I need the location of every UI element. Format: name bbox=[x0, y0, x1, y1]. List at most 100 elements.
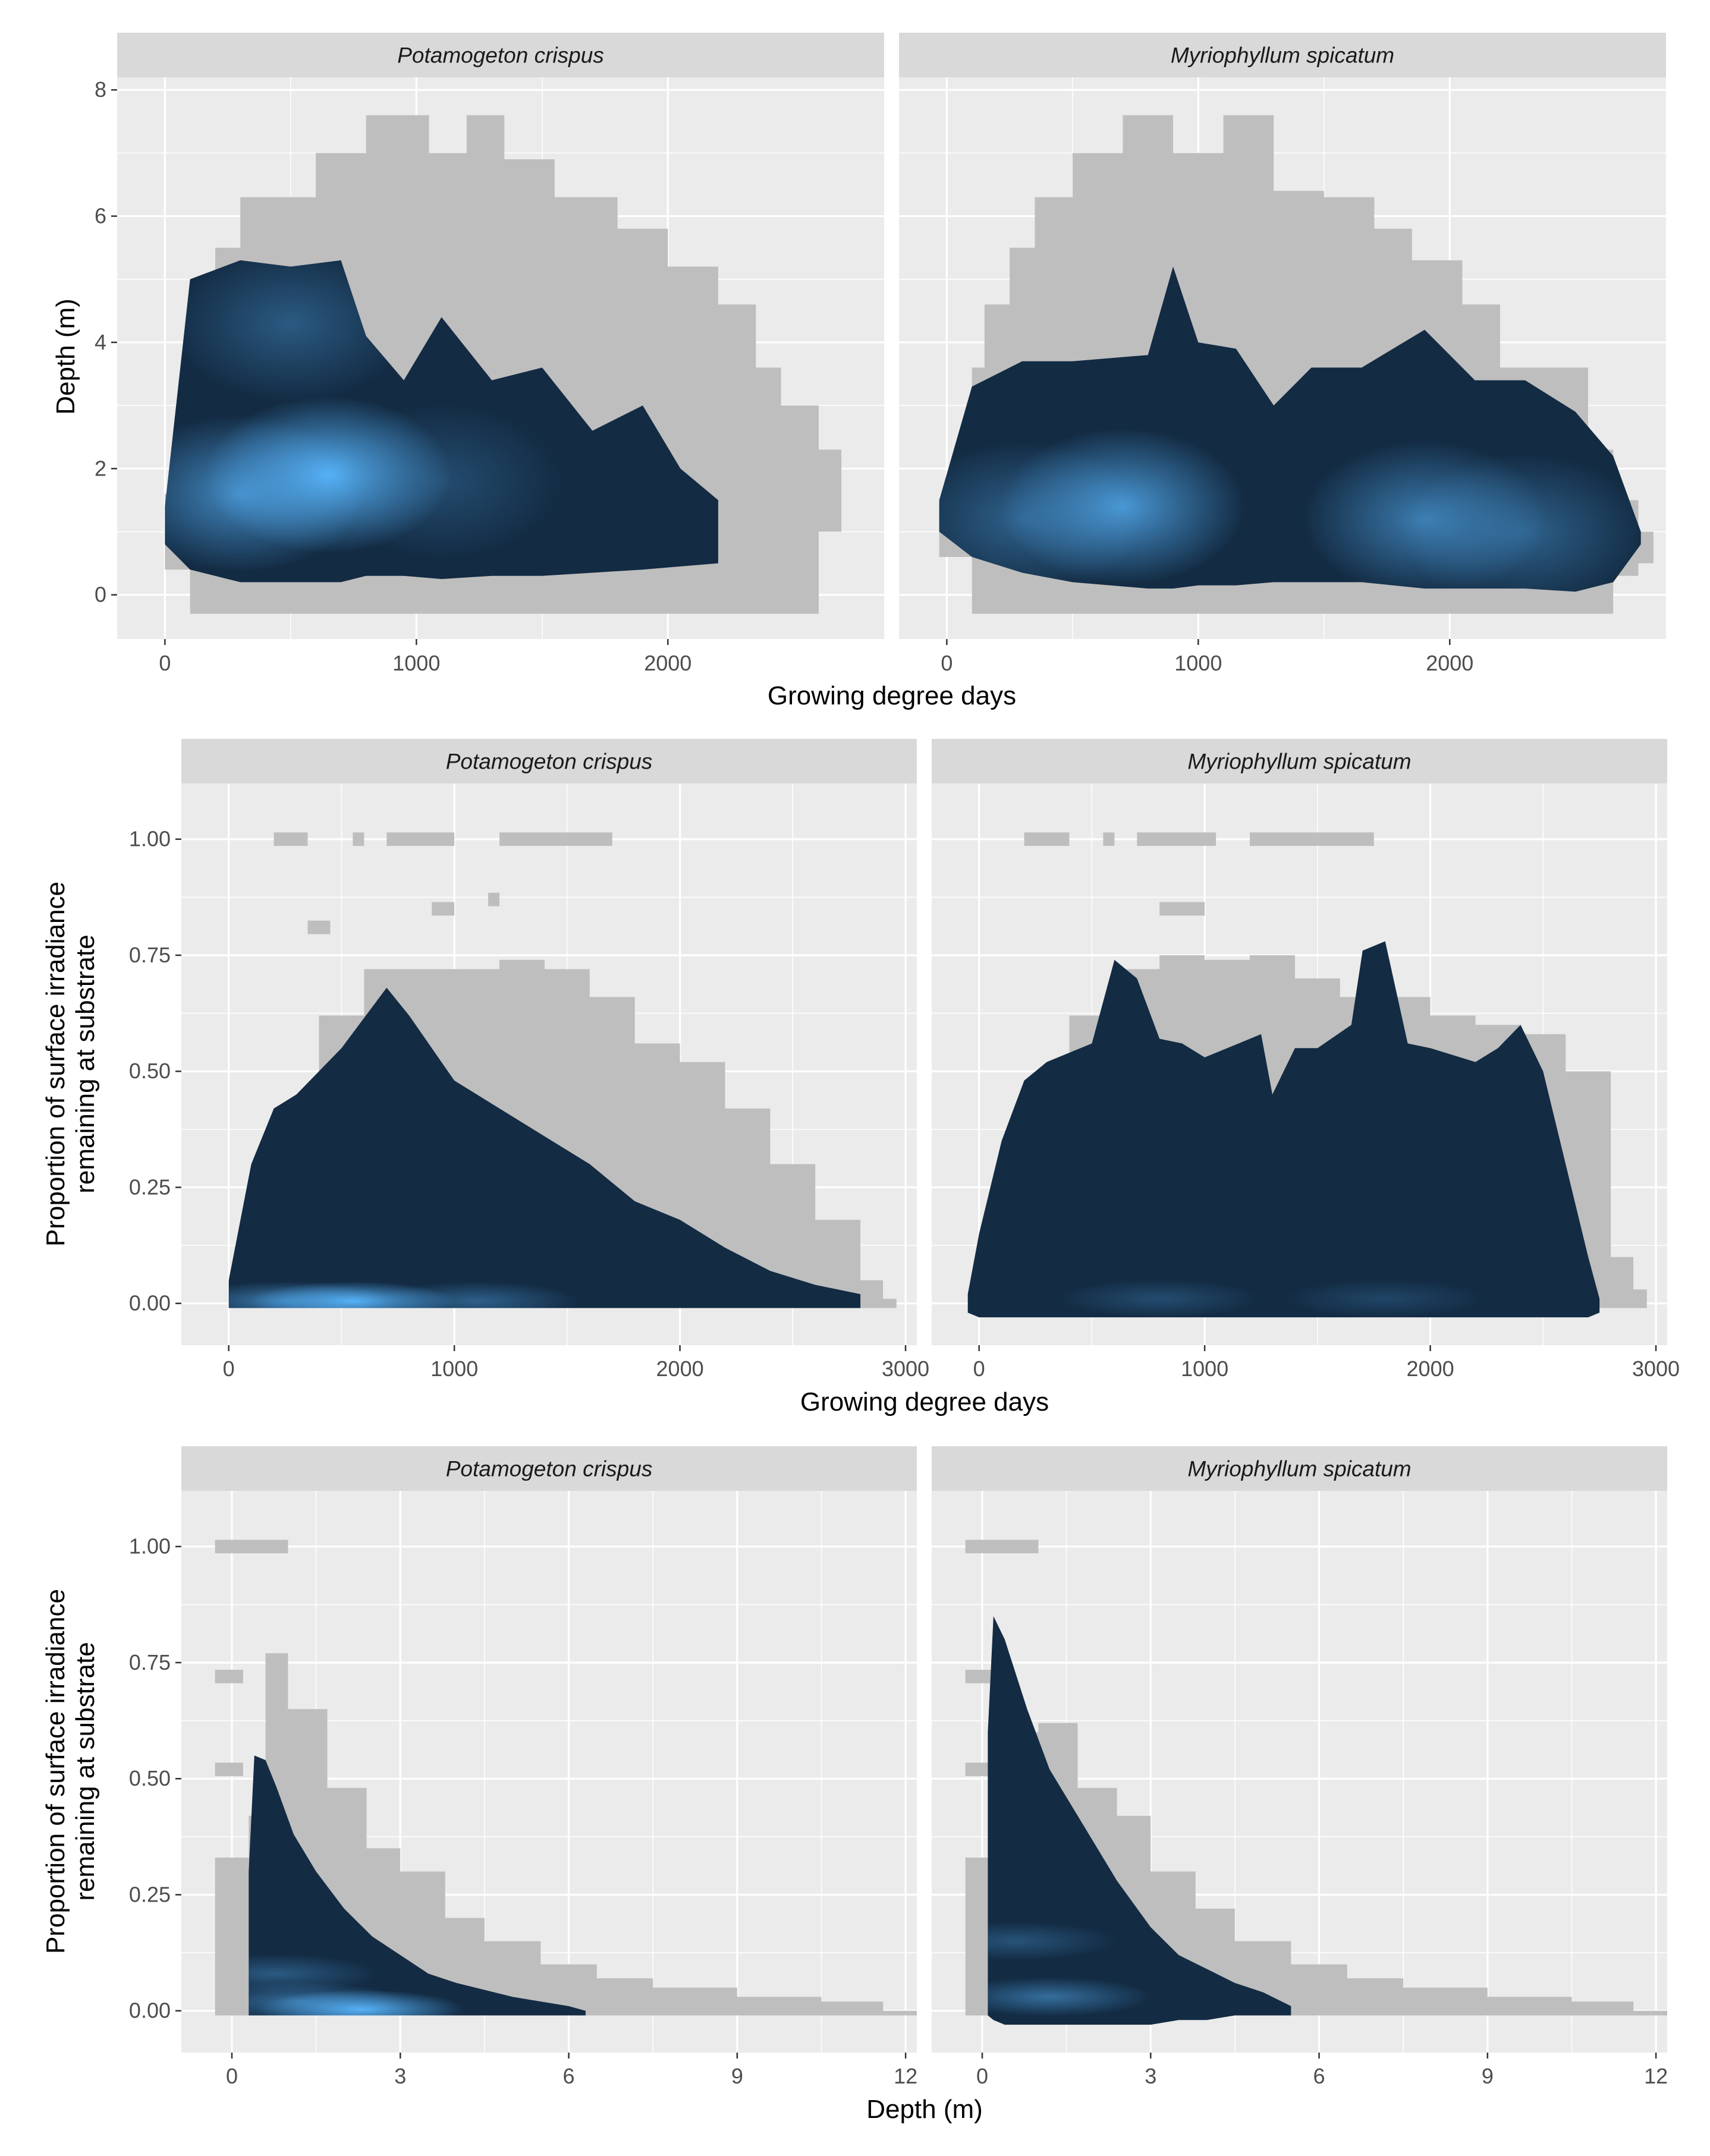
chart-row-middle: Potamogeton crispus 0 1000 2000 3000 0.00 0.25… bbox=[41, 739, 1680, 1417]
x-tick-label: 0 bbox=[159, 651, 171, 675]
x-tick-label: 1000 bbox=[1174, 651, 1222, 675]
y-tick-label: 1.00 bbox=[129, 827, 171, 851]
y-tick-label: 0.00 bbox=[129, 1998, 171, 2023]
y-tick-label: 0.25 bbox=[129, 1175, 171, 1199]
x-tick-label: 2000 bbox=[1426, 651, 1473, 675]
facet-strip bbox=[181, 1446, 917, 1491]
data-extent-band bbox=[1159, 902, 1205, 916]
density-peak bbox=[1402, 453, 1641, 592]
data-extent-band bbox=[215, 1762, 243, 1776]
data-extent-band bbox=[215, 1670, 243, 1683]
density-peak bbox=[1282, 1279, 1488, 1318]
y-axis-title-line: remaining at substrate bbox=[71, 934, 100, 1193]
y-tick-label: 0.75 bbox=[129, 1650, 171, 1675]
data-extent-band bbox=[274, 832, 308, 846]
density-peak bbox=[1057, 1279, 1263, 1318]
data-extent-band bbox=[432, 902, 455, 916]
x-tick-label: 1000 bbox=[392, 651, 440, 675]
density-peak bbox=[228, 1281, 388, 1308]
data-layer bbox=[165, 115, 842, 614]
x-tick-label: 6 bbox=[1313, 2064, 1325, 2088]
y-tick-label: 0.75 bbox=[129, 943, 171, 967]
facet-strip-label: Potamogeton crispus bbox=[446, 1457, 653, 1481]
facet-strip bbox=[932, 1446, 1667, 1491]
x-tick-label: 0 bbox=[976, 2064, 988, 2088]
data-extent-band bbox=[353, 832, 364, 846]
x-tick-label: 3 bbox=[1145, 2064, 1156, 2088]
facet-panel-potamogeton: Potamogeton crispus 0 3 6 9 12 0.00 0.25 0.50 0.7… bbox=[129, 1446, 917, 2088]
y-tick-label: 6 bbox=[95, 204, 106, 228]
chart-row-bottom: Potamogeton crispus 0 3 6 9 12 0.00 0.25 0.50 0.7… bbox=[41, 1446, 1668, 2124]
x-tick-label: 1000 bbox=[1181, 1356, 1228, 1381]
facet-strip-label: Myriophyllum spicatum bbox=[1187, 1457, 1411, 1481]
density-region bbox=[228, 987, 861, 1308]
data-extent-band bbox=[1137, 832, 1217, 846]
x-tick-label: 0 bbox=[941, 651, 953, 675]
facet-strip-label: Myriophyllum spicatum bbox=[1171, 43, 1394, 68]
data-extent-band bbox=[215, 1540, 288, 1554]
facet-panel-myriophyllum: Myriophyllum spicatum 0 1000 2000 bbox=[899, 33, 1666, 675]
density-region bbox=[249, 1755, 586, 2016]
x-tick-label: 2000 bbox=[1407, 1356, 1454, 1381]
x-tick-label: 0 bbox=[223, 1356, 235, 1381]
data-extent-band bbox=[1250, 832, 1374, 846]
y-axis-title: Proportion of surface irradianceremainin… bbox=[41, 1589, 100, 1954]
density-peaks bbox=[249, 1954, 464, 2016]
y-tick-label: 0.50 bbox=[129, 1059, 171, 1083]
y-axis-title-line: Proportion of surface irradiance bbox=[41, 882, 70, 1247]
y-tick-label: 0 bbox=[95, 583, 106, 607]
density-peak bbox=[988, 1921, 1119, 1961]
data-layer bbox=[228, 832, 897, 1308]
x-axis-title: Depth (m) bbox=[866, 2095, 983, 2124]
x-tick-label: 3000 bbox=[1632, 1356, 1680, 1381]
x-axis-title: Growing degree days bbox=[800, 1387, 1049, 1417]
x-tick-label: 6 bbox=[563, 2064, 575, 2088]
facet-strip-label: Potamogeton crispus bbox=[446, 750, 653, 774]
data-extent-band bbox=[1024, 832, 1070, 846]
data-extent-band bbox=[307, 920, 331, 934]
data-extent-band bbox=[499, 832, 612, 846]
facet-strip bbox=[899, 33, 1666, 77]
facet-strip-label: Myriophyllum spicatum bbox=[1187, 750, 1411, 774]
data-extent-band bbox=[965, 1540, 1039, 1554]
y-tick-label: 4 bbox=[95, 330, 106, 354]
y-tick-label: 0.50 bbox=[129, 1766, 171, 1790]
x-tick-label: 2000 bbox=[656, 1356, 704, 1381]
density-peak bbox=[319, 402, 565, 560]
data-layer bbox=[215, 1540, 917, 2016]
density-region bbox=[967, 941, 1600, 1318]
x-tick-label: 1000 bbox=[430, 1356, 478, 1381]
density-peaks bbox=[988, 1921, 1153, 2017]
facet-panel-myriophyllum: Myriophyllum spicatum 0 1000 2000 3000 bbox=[932, 739, 1680, 1381]
x-tick-label: 9 bbox=[731, 2064, 743, 2088]
data-layer bbox=[967, 832, 1647, 1318]
y-tick-label: 0.25 bbox=[129, 1882, 171, 1906]
chart-row-top: Potamogeton crispus 0 1000 2000 0 2 4 6 8 Myrioph… bbox=[51, 33, 1666, 710]
y-axis-title: Depth (m) bbox=[51, 298, 80, 415]
density-peak bbox=[165, 415, 363, 573]
facet-strip bbox=[932, 739, 1667, 783]
x-tick-label: 0 bbox=[973, 1356, 985, 1381]
y-axis-title-line: Proportion of surface irradiance bbox=[41, 1589, 70, 1954]
facet-panel-potamogeton: Potamogeton crispus 0 1000 2000 3000 0.00 0.25… bbox=[129, 739, 929, 1381]
y-tick-label: 2 bbox=[95, 456, 106, 480]
x-tick-label: 12 bbox=[1644, 2064, 1668, 2088]
density-peak bbox=[249, 1954, 380, 1994]
facet-strip-label: Potamogeton crispus bbox=[397, 43, 604, 68]
x-tick-label: 9 bbox=[1482, 2064, 1494, 2088]
y-axis-title: Proportion of surface irradianceremainin… bbox=[41, 882, 100, 1247]
density-peaks bbox=[1057, 1279, 1488, 1318]
density-peak bbox=[988, 1977, 1153, 2017]
data-extent-region bbox=[215, 1653, 917, 2016]
x-tick-label: 3 bbox=[394, 2064, 406, 2088]
facet-strip bbox=[117, 33, 884, 77]
y-axis-title-line: remaining at substrate bbox=[71, 1642, 100, 1900]
facet-panel-myriophyllum: Myriophyllum spicatum 0 3 6 9 12 bbox=[932, 1446, 1668, 2088]
data-extent-band bbox=[488, 892, 500, 907]
data-extent-band bbox=[965, 1670, 994, 1683]
data-layer bbox=[939, 115, 1654, 614]
x-axis-title: Growing degree days bbox=[768, 681, 1016, 710]
x-tick-label: 0 bbox=[226, 2064, 238, 2088]
x-tick-label: 12 bbox=[894, 2064, 917, 2088]
